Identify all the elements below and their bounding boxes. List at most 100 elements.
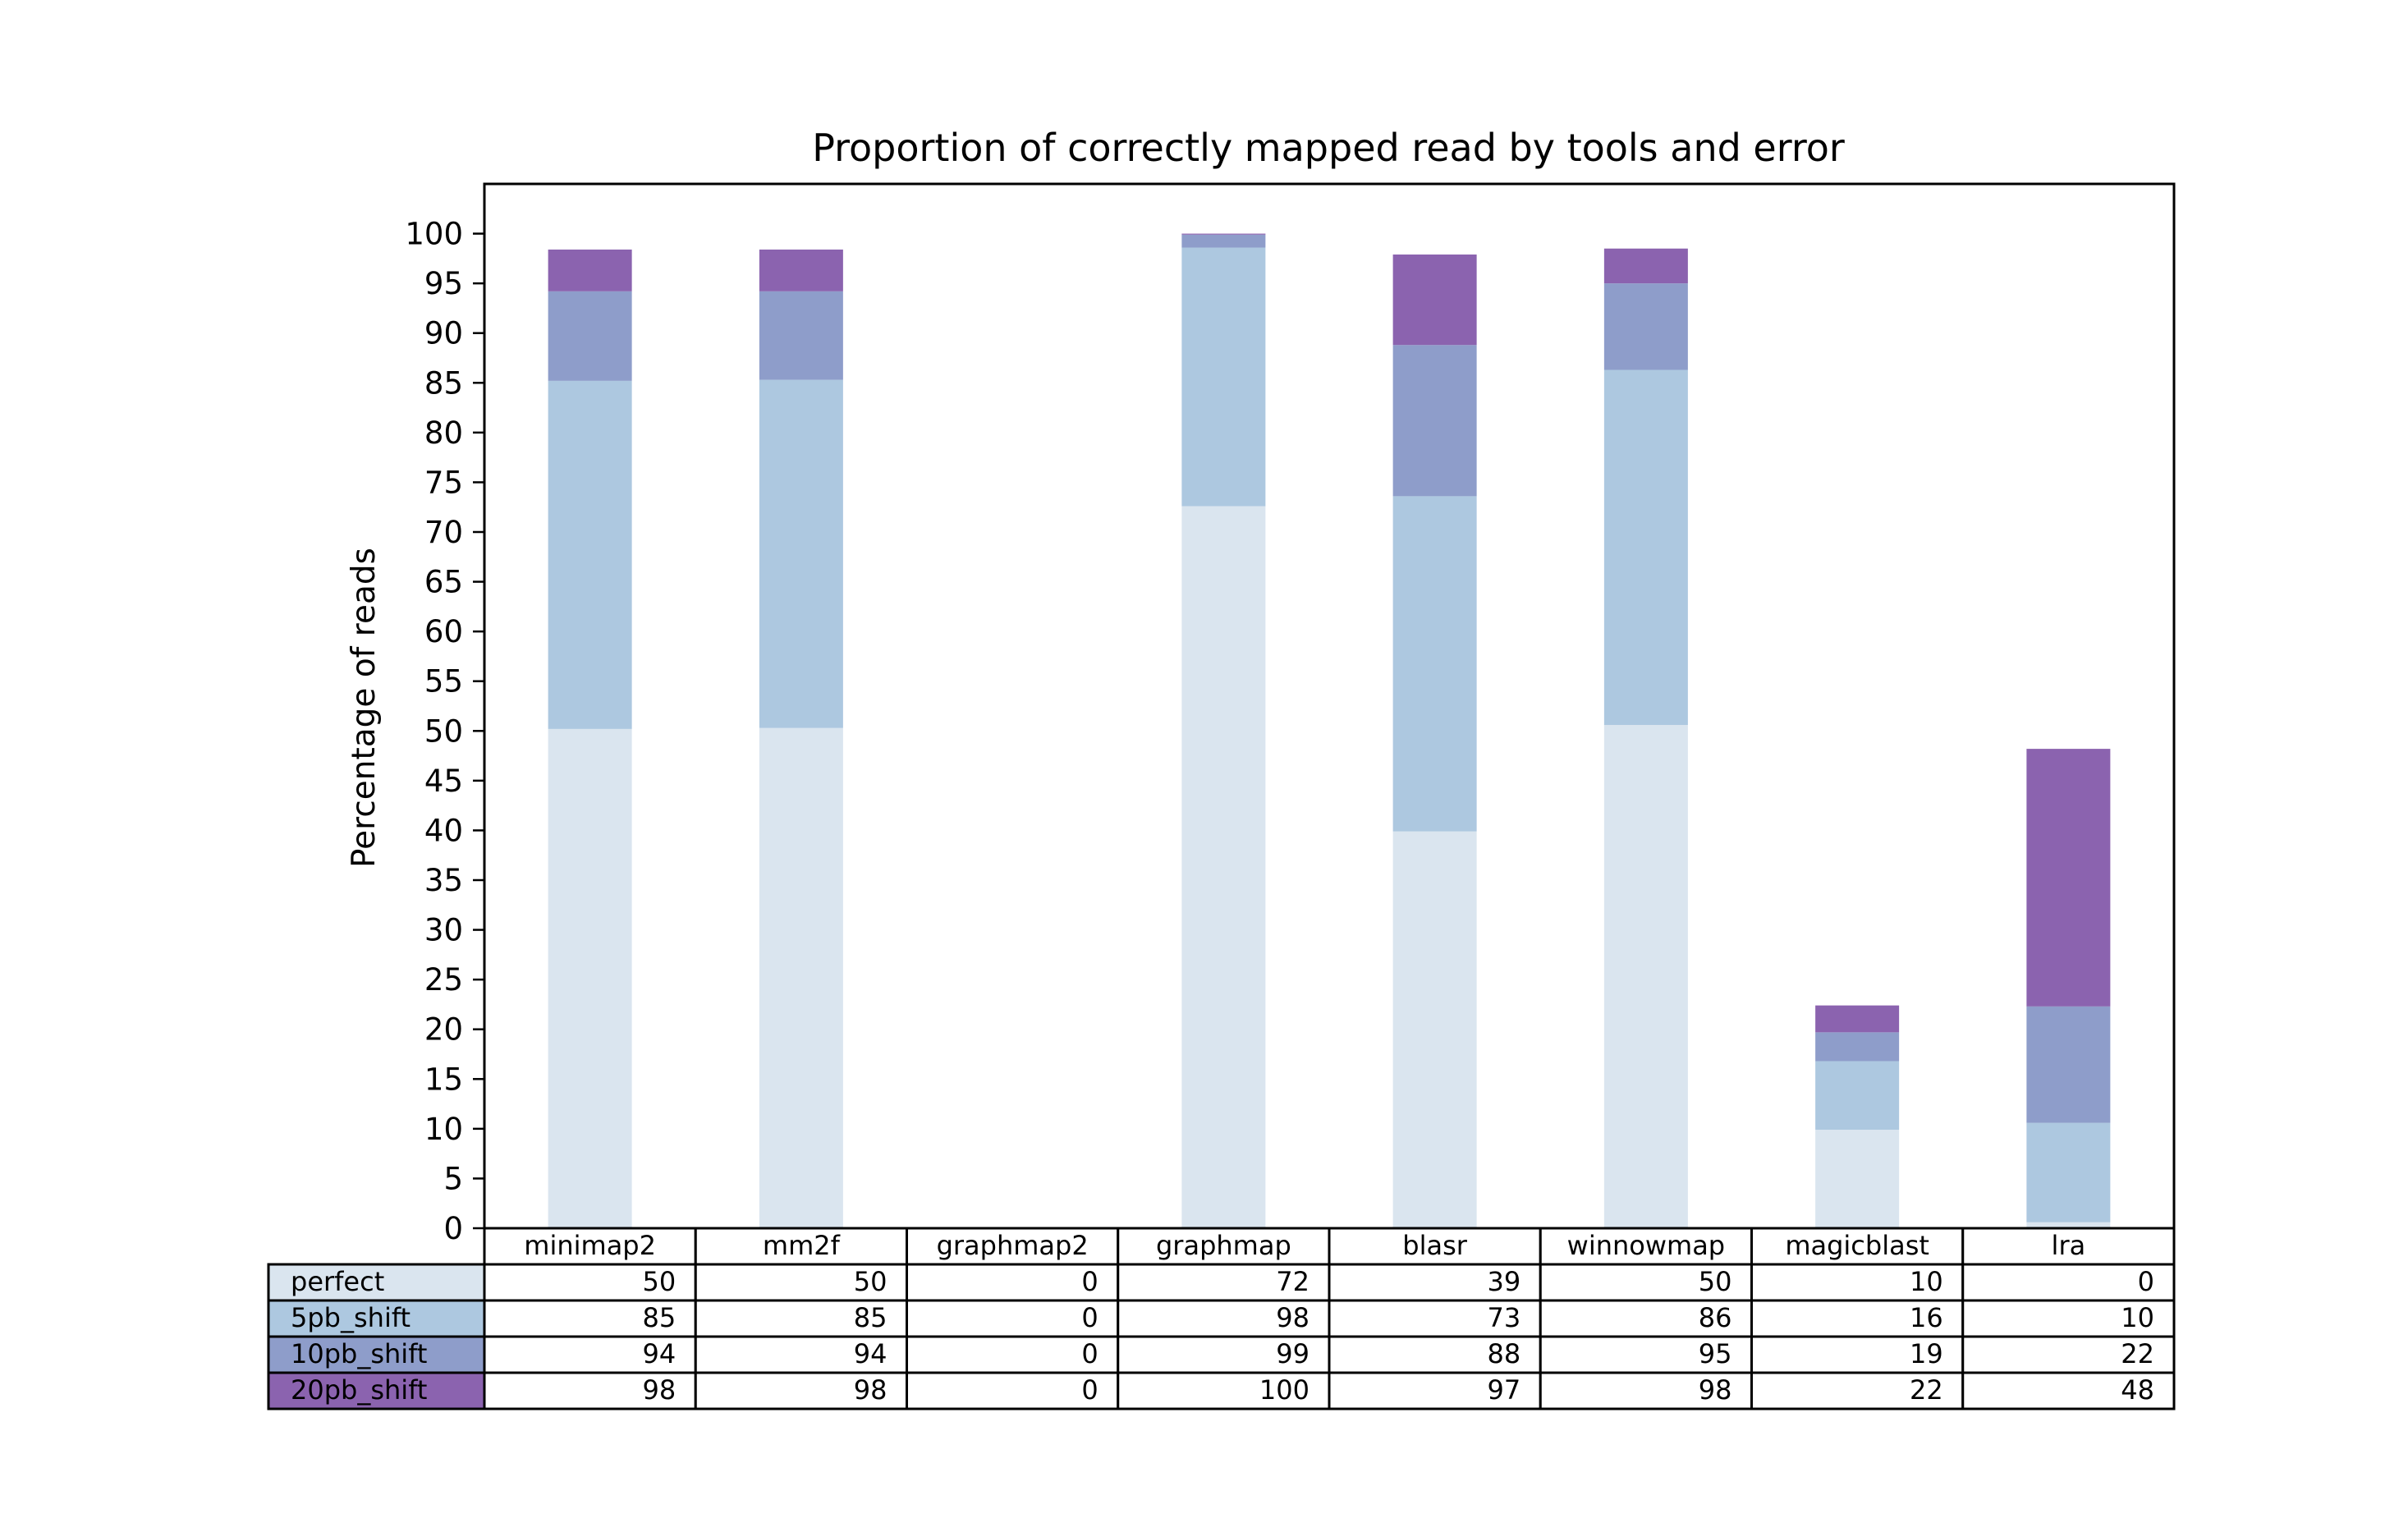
bar-blasr-20pb_shift <box>1392 255 1477 346</box>
bar-magicblast-5pb_shift <box>1815 1061 1900 1131</box>
x-tick-label: winnowmap <box>1567 1230 1725 1261</box>
y-axis: 0 5 10 15 20 25 30 35 40 45 50 55 60 65 70 75 80 85 90 95 10… <box>405 217 484 1246</box>
table-cell-value: 85 <box>643 1302 677 1333</box>
y-tick-label: 25 <box>424 962 463 998</box>
bar-blasr-10pb_shift <box>1392 345 1477 497</box>
table-col-header-cell <box>1539 1227 1753 1266</box>
bar-minimap2-10pb_shift <box>548 291 632 381</box>
table-cell-value: 94 <box>854 1338 888 1369</box>
table-cell-value: 88 <box>1488 1338 1521 1369</box>
bar-lra-5pb_shift <box>2026 1122 2111 1222</box>
table-row-label-cell <box>267 1299 486 1338</box>
table-row-label: 20pb_shift <box>291 1374 427 1406</box>
table-cell <box>1539 1263 1753 1302</box>
bar-mm2f-perfect <box>759 727 843 1228</box>
y-tick-label: 50 <box>424 713 463 749</box>
table-cell-value: 10 <box>1910 1266 1943 1297</box>
data-table: minimap2 mm2f graphmap2 graphmap blasr winnow… <box>267 1227 2176 1410</box>
bar-magicblast-perfect <box>1815 1130 1900 1228</box>
y-axis-label: Percentage of reads <box>346 548 383 868</box>
table-cell <box>694 1371 908 1410</box>
table-cell <box>1328 1263 1542 1302</box>
table-row-label: perfect <box>291 1266 384 1297</box>
table-cell-value: 22 <box>2121 1338 2154 1369</box>
y-tick-label: 45 <box>424 764 463 799</box>
bar-winnowmap-10pb_shift <box>1603 283 1688 370</box>
bar-graphmap-10pb_shift <box>1181 234 1266 248</box>
bar-lra-10pb_shift <box>2026 1006 2111 1123</box>
table-cell-value: 98 <box>1276 1302 1309 1333</box>
table-cell-value: 94 <box>643 1338 677 1369</box>
table-cell-value: 98 <box>854 1374 888 1406</box>
table-cell <box>1750 1371 1965 1410</box>
table-cell-value: 19 <box>1910 1338 1943 1369</box>
table-cell-value: 85 <box>854 1302 888 1333</box>
table-cell-value: 0 <box>1081 1266 1098 1297</box>
table-cell <box>1328 1299 1542 1338</box>
table-cell-value: 48 <box>2121 1374 2154 1406</box>
table-cell-value: 0 <box>1081 1374 1098 1406</box>
bar-minimap2-5pb_shift <box>548 380 632 729</box>
table-col-header-cell <box>1961 1227 2176 1266</box>
bar-minimap2-20pb_shift <box>548 249 632 291</box>
bar-winnowmap-perfect <box>1603 725 1688 1228</box>
bar-blasr-5pb_shift <box>1392 496 1477 832</box>
bar-blasr-perfect <box>1392 831 1477 1228</box>
x-tick-label: magicblast <box>1785 1230 1929 1261</box>
y-tick-label: 10 <box>424 1112 463 1147</box>
table-cell-value: 50 <box>854 1266 888 1297</box>
y-tick-label: 85 <box>424 365 463 401</box>
bar-graphmap-perfect <box>1181 506 1266 1228</box>
x-tick-label: mm2f <box>763 1230 841 1261</box>
table-cell-value: 0 <box>1081 1302 1098 1333</box>
table-col-header-cell <box>694 1227 908 1266</box>
bar-magicblast-10pb_shift <box>1815 1032 1900 1062</box>
x-tick-label: lra <box>2052 1230 2086 1261</box>
table-cell <box>694 1299 908 1338</box>
bar-graphmap-20pb_shift <box>1181 233 1266 235</box>
table-cell-value: 72 <box>1276 1266 1309 1297</box>
table-cell <box>1117 1371 1331 1410</box>
bar-lra-20pb_shift <box>2026 749 2111 1007</box>
y-tick-label: 0 <box>443 1211 463 1246</box>
bar-winnowmap-5pb_shift <box>1603 369 1688 726</box>
bar-graphmap-5pb_shift <box>1181 247 1266 507</box>
y-tick-label: 15 <box>424 1062 463 1097</box>
table-cell-value: 100 <box>1259 1374 1309 1406</box>
table-cell <box>906 1371 1120 1410</box>
y-tick-label: 65 <box>424 565 463 600</box>
table-row-label: 5pb_shift <box>291 1302 411 1333</box>
table-col-header-cell <box>1750 1227 1965 1266</box>
y-tick-label: 95 <box>424 266 463 301</box>
table-cell-value: 50 <box>643 1266 677 1297</box>
table-cell <box>1539 1299 1753 1338</box>
table-cell-value: 50 <box>1699 1266 1732 1297</box>
x-tick-label: blasr <box>1402 1230 1467 1261</box>
table-cell-value: 10 <box>2121 1302 2154 1333</box>
table-cell-value: 95 <box>1699 1338 1732 1369</box>
y-tick-label: 100 <box>405 217 463 252</box>
table-cell-value: 98 <box>643 1374 677 1406</box>
y-tick-label: 35 <box>424 863 463 898</box>
y-tick-label: 30 <box>424 913 463 948</box>
y-tick-label: 5 <box>443 1161 463 1196</box>
y-tick-label: 80 <box>424 415 463 451</box>
bar-magicblast-20pb_shift <box>1815 1005 1900 1033</box>
table-cell <box>1117 1335 1331 1374</box>
table-cell-value: 0 <box>1081 1338 1098 1369</box>
table-cell-value: 0 <box>2138 1266 2154 1297</box>
table-cell-value: 22 <box>1910 1374 1943 1406</box>
bar-mm2f-10pb_shift <box>759 291 843 380</box>
bar-group <box>548 233 2111 1228</box>
y-tick-label: 90 <box>424 316 463 351</box>
table-row-label: 10pb_shift <box>291 1338 427 1369</box>
x-tick-label: graphmap2 <box>937 1230 1089 1261</box>
bar-mm2f-20pb_shift <box>759 249 843 291</box>
y-tick-label: 40 <box>424 813 463 848</box>
table-cell-value: 86 <box>1699 1302 1732 1333</box>
y-tick-label: 75 <box>424 465 463 500</box>
plot-frame <box>483 182 2176 1230</box>
table-cell-value: 39 <box>1488 1266 1521 1297</box>
table-cell <box>1328 1371 1542 1410</box>
